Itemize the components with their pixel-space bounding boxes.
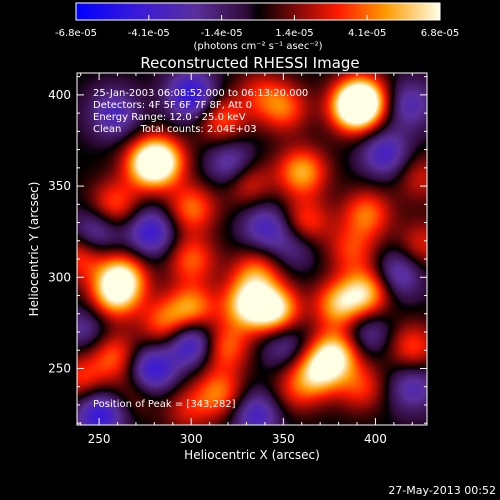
y-axis: 250 300 350 400 [48, 76, 427, 424]
plot-frame [76, 72, 428, 426]
x-tick-label: 400 [364, 432, 387, 446]
colorbar-tick-label: -6.8e-05 [55, 28, 97, 39]
peak-position-label: Position of Peak = [343,282] [93, 399, 236, 410]
colorbar-tick-label: -1.4e-05 [201, 28, 243, 39]
colorbar-tick-label: 6.8e-05 [421, 28, 459, 39]
colorbar-gradient [75, 2, 441, 21]
x-axis-label: Heliocentric X (arcsec) [184, 448, 320, 462]
colorbar-unit-label: (photons cm⁻² s⁻¹ asec⁻²) [193, 41, 322, 52]
annotation-energy-range: Energy Range: 12.0 - 25.0 keV [93, 112, 246, 123]
y-tick-label: 350 [48, 179, 71, 193]
observation-info: 25-Jan-2003 06:08:52.000 to 06:13:20.000… [93, 88, 308, 135]
y-tick-label: 300 [48, 270, 71, 284]
y-tick-label: 400 [48, 88, 71, 102]
annotation-detectors: Detectors: 4F 5F 6F 7F 8F, Att 0 [93, 100, 252, 111]
chart-title: Reconstructed RHESSI Image [140, 54, 359, 72]
colorbar-tick-label: 1.4e-05 [275, 28, 313, 39]
colorbar-tick-label: -4.1e-05 [128, 28, 170, 39]
colorbar: -6.8e-05 -4.1e-05 -1.4e-05 1.4e-05 4.1e-05 6.… [55, 2, 459, 52]
x-tick-label: 250 [88, 432, 111, 446]
colorbar-ticks: -6.8e-05 -4.1e-05 -1.4e-05 1.4e-05 4.1e-05 6.… [55, 15, 459, 39]
x-axis: 250 300 350 400 [80, 73, 413, 446]
y-axis-label: Heliocentric Y (arcsec) [27, 182, 41, 317]
x-tick-label: 350 [272, 432, 295, 446]
x-tick-label: 300 [180, 432, 203, 446]
colorbar-tick-label: 4.1e-05 [348, 28, 386, 39]
heatmap-image [77, 73, 427, 425]
footer-date: 27-May-2013 00:52 [388, 484, 496, 497]
annotation-clean-counts: Clean Total counts: 2.04E+03 [93, 124, 257, 135]
y-tick-label: 250 [48, 361, 71, 375]
annotation-time-range: 25-Jan-2003 06:08:52.000 to 06:13:20.000 [93, 88, 308, 99]
